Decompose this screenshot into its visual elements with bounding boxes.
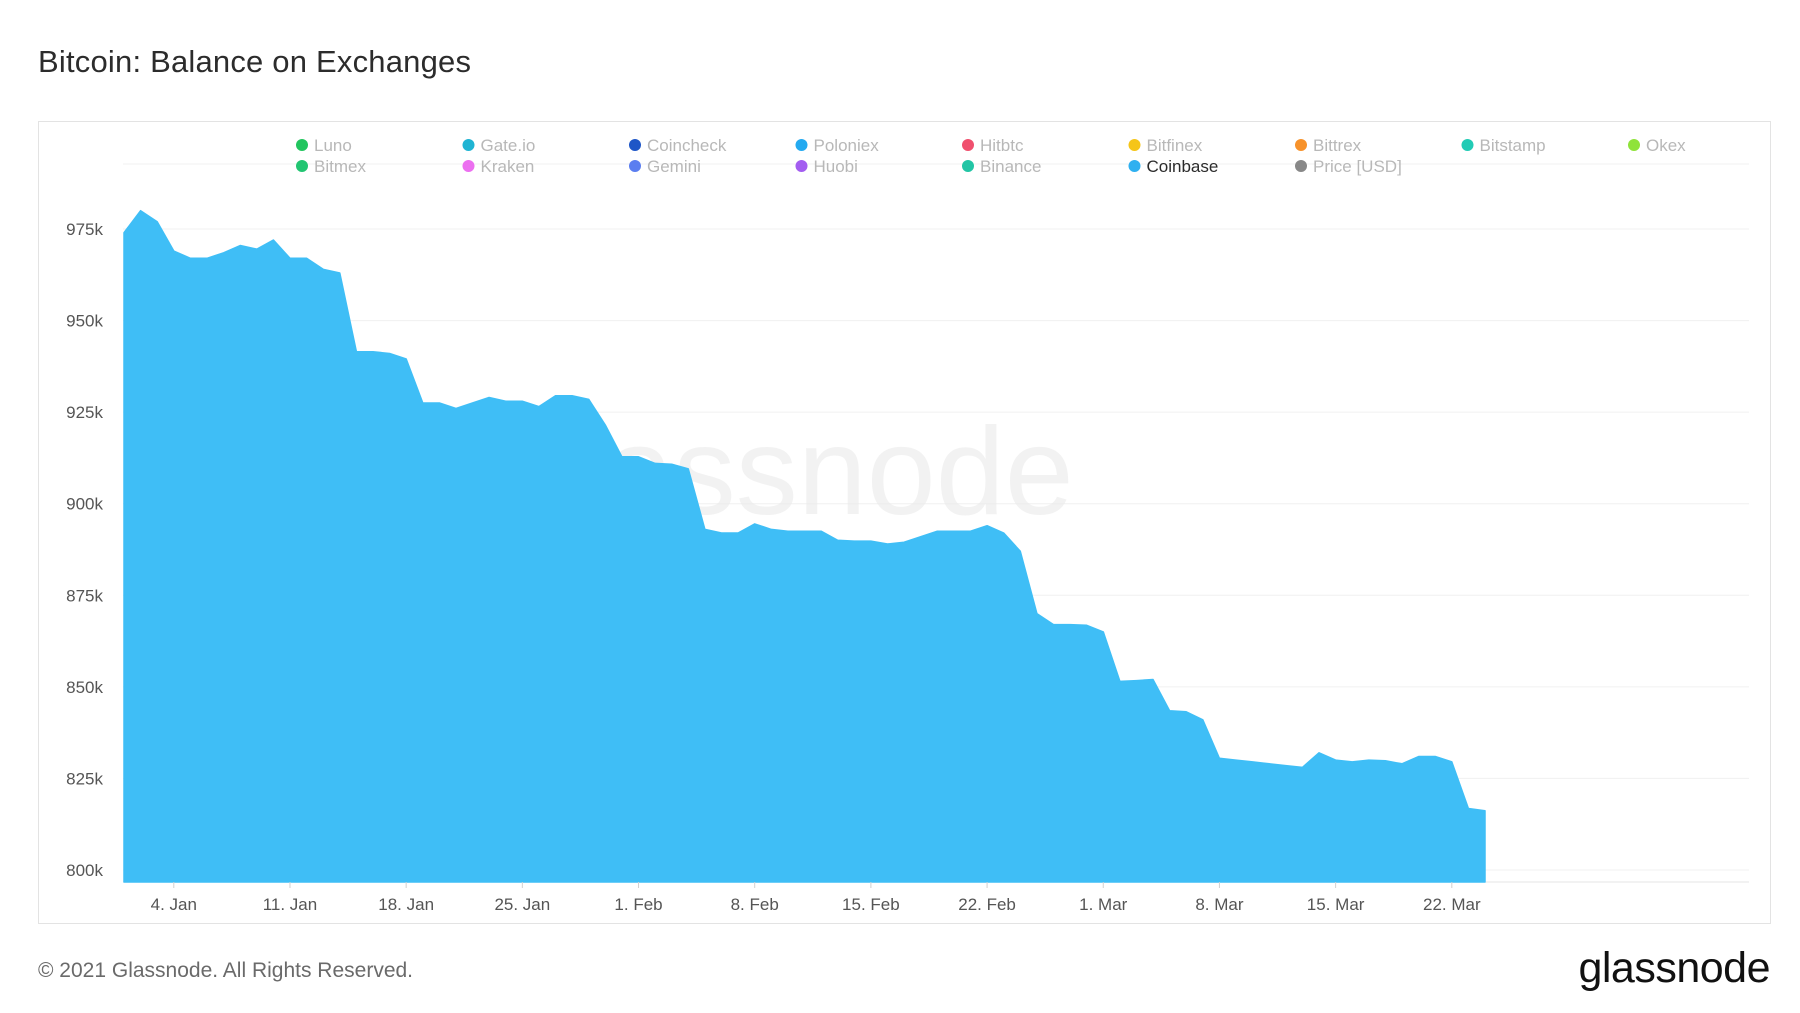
legend-item-price-usd-[interactable]: Price [USD] [1295,157,1402,176]
legend-item-bitstamp[interactable]: Bitstamp [1461,136,1546,155]
y-tick-label: 850k [66,678,103,697]
y-tick-label: 950k [66,312,103,331]
legend-dot-icon [1461,139,1474,151]
chart-title: Bitcoin: Balance on Exchanges [38,44,472,79]
legend-item-luno[interactable]: Luno [296,136,352,155]
legend-dot-icon [1128,139,1141,151]
legend-dot-icon [462,160,475,172]
legend: Luno Gate.io Coincheck Poloniex Hitbtc Bitfin… [296,136,1686,176]
legend-dot-icon [795,139,808,151]
legend-item-poloniex[interactable]: Poloniex [795,136,880,155]
y-tick-label: 975k [66,220,103,239]
x-tick-label: 22. Mar [1423,895,1481,914]
legend-dot-icon [1295,139,1307,151]
legend-dot-icon [296,139,308,151]
legend-dot-icon [629,139,641,151]
legend-label: Hitbtc [980,136,1024,155]
legend-item-kraken[interactable]: Kraken [462,157,535,176]
legend-dot-icon [1295,160,1307,172]
legend-label: Bitfinex [1147,136,1203,155]
chart-svg: glassnode 800k825k850k875k900k925k950k97… [66,136,1749,914]
legend-dot-icon [462,139,475,151]
x-tick-label: 1. Feb [614,895,662,914]
legend-dot-icon [1628,139,1640,151]
x-tick-label: 15. Feb [842,895,900,914]
y-tick-label: 825k [66,769,103,788]
area-layer [123,209,1486,883]
x-tick-label: 25. Jan [494,895,550,914]
y-tick-label: 925k [66,403,103,422]
legend-label: Kraken [481,157,535,176]
legend-item-gemini[interactable]: Gemini [629,157,701,176]
legend-dot-icon [962,139,974,151]
legend-label: Luno [314,136,352,155]
x-tick-label: 18. Jan [378,895,434,914]
legend-item-gate-io[interactable]: Gate.io [462,136,536,155]
legend-label: Coinbase [1147,157,1219,176]
legend-label: Bitmex [314,157,366,176]
legend-item-coinbase[interactable]: Coinbase [1128,157,1219,176]
legend-item-binance[interactable]: Binance [962,157,1041,176]
y-tick-label: 800k [66,861,103,880]
legend-item-huobi[interactable]: Huobi [795,157,858,176]
legend-label: Gate.io [481,136,536,155]
legend-item-bittrex[interactable]: Bittrex [1295,136,1362,155]
legend-item-hitbtc[interactable]: Hitbtc [962,136,1024,155]
legend-label: Gemini [647,157,701,176]
legend-label: Bittrex [1313,136,1362,155]
legend-dot-icon [296,160,308,172]
x-tick-label: 8. Mar [1195,895,1244,914]
legend-label: Bitstamp [1480,136,1546,155]
x-axis: 4. Jan 11. Jan 18. Jan 25. Jan 1. Feb 8. Feb 1… [151,882,1481,914]
chart-frame: glassnode 800k 825k 850k 875k 900k 925k 950k 97… [38,121,1771,924]
y-tick-label: 900k [66,495,103,514]
legend-dot-icon [629,160,641,172]
x-tick-label: 8. Feb [731,895,779,914]
legend-dot-icon [795,160,808,172]
legend-label: Binance [980,157,1041,176]
legend-label: Price [USD] [1313,157,1402,176]
legend-label: Okex [1646,136,1686,155]
x-tick-label: 15. Mar [1307,895,1365,914]
glassnode-logo[interactable]: glassnode [1578,944,1770,992]
x-tick-label: 22. Feb [958,895,1016,914]
legend-item-bitfinex[interactable]: Bitfinex [1128,136,1203,155]
area-series-coinbase [123,209,1486,883]
legend-item-coincheck[interactable]: Coincheck [629,136,727,155]
legend-label: Coincheck [647,136,727,155]
legend-dot-icon [962,160,974,172]
legend-label: Poloniex [814,136,880,155]
legend-item-bitmex[interactable]: Bitmex [296,157,366,176]
legend-dot-icon [1128,160,1141,172]
legend-label: Huobi [814,157,858,176]
x-tick-label: 4. Jan [151,895,197,914]
footer-copyright: © 2021 Glassnode. All Rights Reserved. [38,959,414,982]
x-tick-label: 1. Mar [1079,895,1128,914]
y-tick-label: 875k [66,586,103,605]
x-tick-label: 11. Jan [263,895,318,914]
legend-item-okex[interactable]: Okex [1628,136,1686,155]
y-axis: 800k 825k 850k 875k 900k 925k 950k 975k [66,220,103,880]
